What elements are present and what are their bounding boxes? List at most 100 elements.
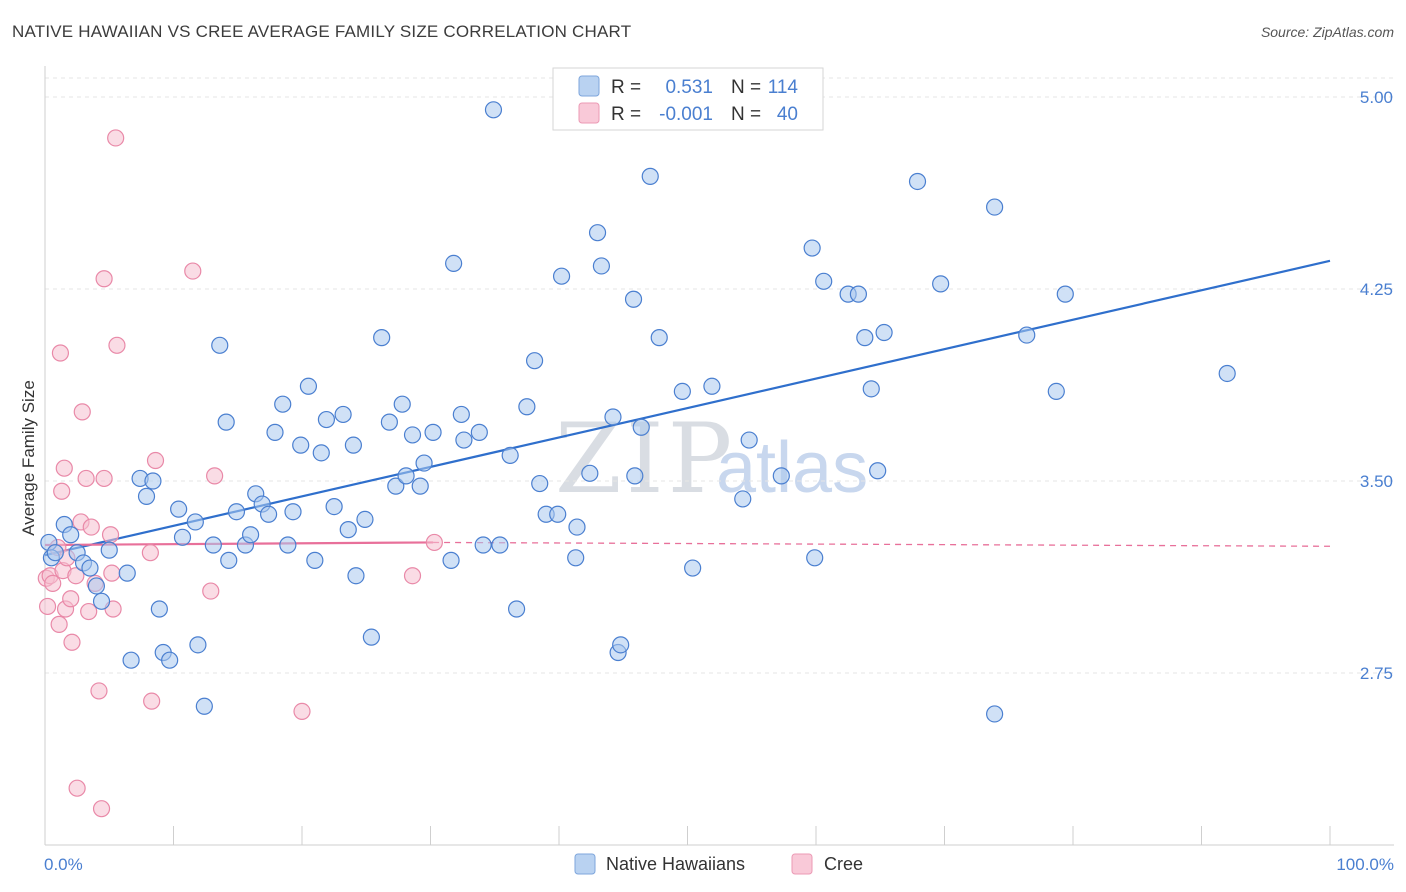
native-hawaiian-point-49 <box>362 628 380 646</box>
native-hawaiian-point-40 <box>306 551 324 569</box>
native-hawaiian-point-39 <box>299 377 318 395</box>
series-legend-swatch-blue <box>574 853 596 875</box>
native-hawaiian-point-2 <box>46 544 64 562</box>
native-hawaiian-point-77 <box>581 464 599 482</box>
native-hawaiian-point-67 <box>501 446 519 464</box>
legend-r-value-1: -0.001 <box>659 104 713 125</box>
cree-point-26 <box>101 526 120 544</box>
cree-point-25 <box>95 270 113 288</box>
native-hawaiian-point-46 <box>344 436 362 454</box>
native-hawaiian-point-86 <box>641 167 659 185</box>
native-hawaiian-point-110 <box>1218 364 1236 383</box>
native-hawaiian-point-21 <box>186 513 204 531</box>
cree-point-34 <box>184 262 202 280</box>
native-hawaiian-point-75 <box>567 549 585 567</box>
native-hawaiian-point-60 <box>445 254 463 272</box>
legend-n-value-0: 114 <box>768 77 799 98</box>
native-hawaiian-point-51 <box>380 413 398 431</box>
native-hawaiian-point-10 <box>100 541 118 559</box>
cree-point-7 <box>53 482 71 500</box>
series-legend: Native Hawaiians Cree <box>574 853 863 875</box>
cree-point-13 <box>63 633 81 651</box>
native-hawaiian-point-14 <box>137 487 156 505</box>
cree-point-18 <box>77 469 95 488</box>
native-hawaiian-point-20 <box>173 528 192 546</box>
native-hawaiian-point-92 <box>740 431 758 449</box>
native-hawaiian-point-27 <box>220 551 238 569</box>
gridlines <box>45 77 1394 674</box>
native-hawaiian-point-80 <box>604 408 622 426</box>
legend-n-value-1: 40 <box>777 104 798 125</box>
native-hawaiian-point-93 <box>772 467 790 485</box>
native-hawaiian-point-71 <box>531 474 549 493</box>
native-hawaiian-point-107 <box>1018 326 1036 344</box>
native-hawaiian-point-57 <box>415 454 433 472</box>
cree-point-37 <box>293 702 311 721</box>
native-hawaiian-point-7 <box>81 559 99 577</box>
native-hawaiian-point-64 <box>474 536 492 554</box>
native-hawaiian-point-106 <box>986 705 1004 723</box>
x-ticks <box>173 826 1331 845</box>
native-hawaiian-point-25 <box>211 336 229 354</box>
native-hawaiian-point-103 <box>908 172 927 191</box>
native-hawaiian-point-79 <box>592 257 611 275</box>
native-hawaiian-point-84 <box>626 467 644 485</box>
legend-r-label-0: R = <box>611 77 641 98</box>
cree-point-32 <box>143 692 161 710</box>
native-hawaiian-point-56 <box>411 477 429 495</box>
native-hawaiian-point-87 <box>650 329 668 347</box>
cree-point-29 <box>107 129 125 147</box>
cree-point-31 <box>141 544 159 562</box>
legend-n-label-1: N = <box>731 104 761 125</box>
native-hawaiian-point-23 <box>195 697 213 715</box>
native-hawaiian-point-83 <box>624 290 643 308</box>
native-hawaiian-point-95 <box>806 549 824 567</box>
native-hawaiian-point-105 <box>986 198 1004 216</box>
watermark-zip: ZIP <box>555 403 736 515</box>
native-hawaiian-point-9 <box>92 592 111 610</box>
cree-point-22 <box>90 682 108 700</box>
cree-point-9 <box>55 459 73 477</box>
cree-point-17 <box>73 403 91 421</box>
native-hawaiian-point-108 <box>1047 382 1065 400</box>
native-hawaiian-point-42 <box>317 410 336 429</box>
native-hawaiian-point-18 <box>161 651 179 669</box>
native-hawaiian-point-66 <box>491 536 509 554</box>
native-hawaiian-point-35 <box>274 395 292 413</box>
cree-point-1 <box>38 597 57 616</box>
native-hawaiian-point-22 <box>189 636 207 654</box>
native-hawaiian-point-96 <box>815 272 833 290</box>
correlation-legend: R = 0.531 N = 114 R = -0.001 N = 40 <box>552 67 824 131</box>
native-hawaiian-point-52 <box>387 477 405 495</box>
legend-swatch-pink <box>578 102 600 124</box>
native-hawaiian-point-34 <box>266 423 284 441</box>
native-hawaiian-points <box>40 101 1236 723</box>
cree-point-36 <box>206 467 224 485</box>
native-hawaiian-point-26 <box>217 413 235 431</box>
native-hawaiian-point-62 <box>455 431 473 449</box>
cree-trend-extension <box>433 541 1331 547</box>
native-hawaiian-point-91 <box>734 490 752 508</box>
native-hawaiian-point-28 <box>227 503 246 521</box>
y-tick-label-3: 5.00 <box>1360 88 1393 107</box>
series-legend-label-0: Native Hawaiians <box>606 854 745 874</box>
native-hawaiian-point-63 <box>470 423 488 441</box>
y-tick-label-2: 4.25 <box>1360 280 1393 299</box>
native-hawaiian-point-53 <box>393 395 411 413</box>
cree-point-20 <box>82 518 100 536</box>
native-hawaiian-point-43 <box>325 498 343 516</box>
cree-point-12 <box>62 590 80 608</box>
cree-point-33 <box>146 451 165 470</box>
native-hawaiian-point-50 <box>373 329 391 347</box>
native-hawaiian-point-74 <box>552 267 571 285</box>
native-hawaiian-point-12 <box>122 651 140 669</box>
native-hawaiian-point-11 <box>118 564 136 582</box>
native-hawaiian-point-54 <box>397 467 415 485</box>
native-hawaiian-point-65 <box>484 101 503 119</box>
native-hawaiian-point-68 <box>507 600 526 618</box>
legend-n-label-0: N = <box>731 77 761 98</box>
source-label: Source: ZipAtlas.com <box>1260 24 1394 40</box>
legend-r-label-1: R = <box>611 104 641 125</box>
native-hawaiian-point-88 <box>673 382 691 400</box>
native-hawaiian-point-89 <box>684 559 702 577</box>
